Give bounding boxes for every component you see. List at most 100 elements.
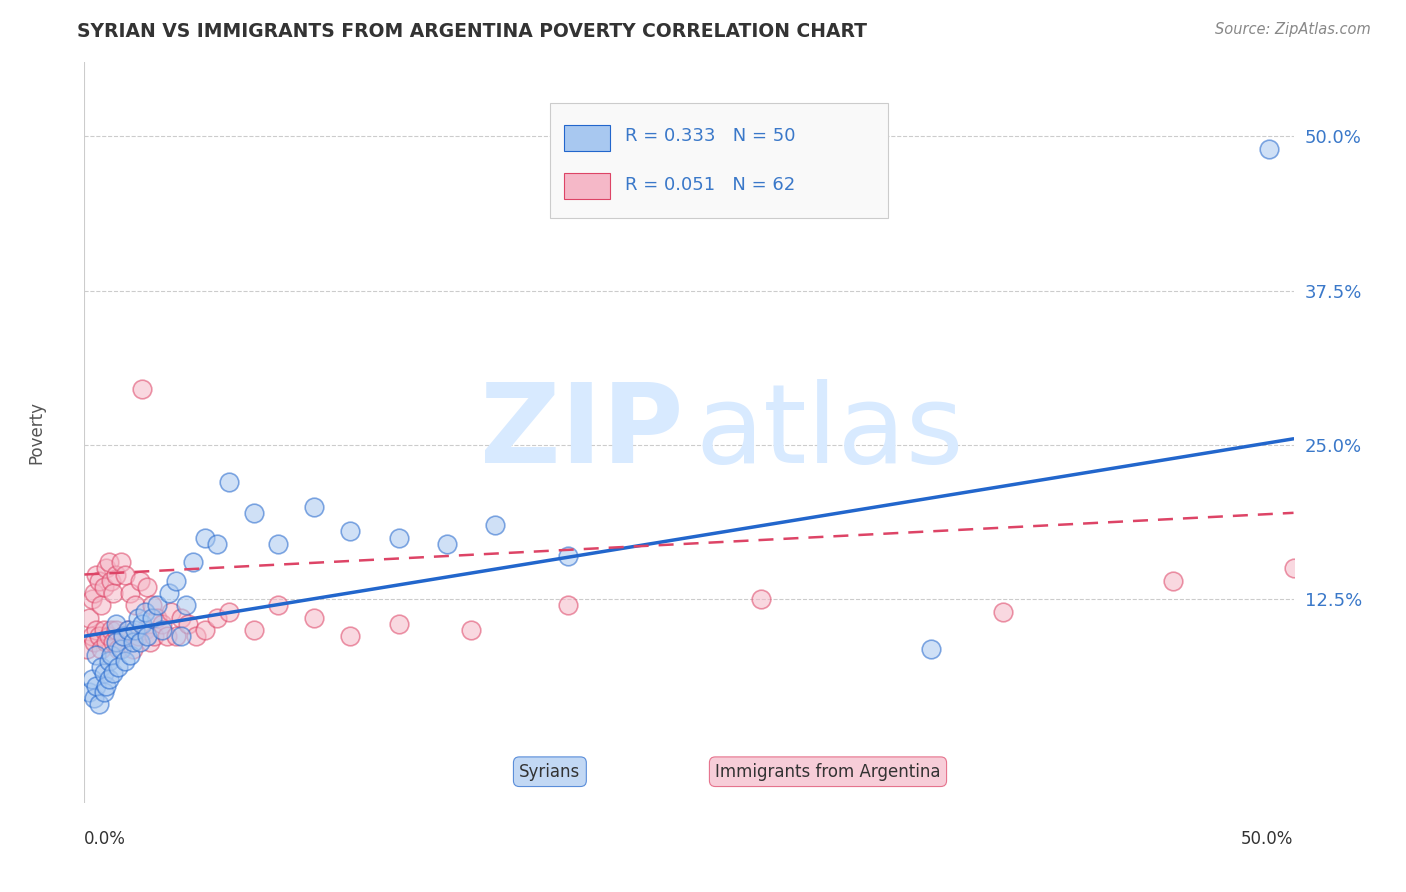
- Point: [86, 623, 108, 637]
- Point: [207, 536, 229, 550]
- Point: [170, 611, 193, 625]
- Point: [751, 592, 773, 607]
- Point: [94, 635, 117, 649]
- Point: [157, 586, 180, 600]
- Point: [134, 605, 156, 619]
- Point: [112, 629, 135, 643]
- Point: [136, 580, 159, 594]
- Point: [302, 611, 325, 625]
- Point: [174, 599, 197, 613]
- Text: 50.0%: 50.0%: [1241, 830, 1294, 848]
- Text: Source: ZipAtlas.com: Source: ZipAtlas.com: [1215, 22, 1371, 37]
- Point: [100, 648, 122, 662]
- Point: [920, 641, 942, 656]
- Point: [76, 641, 98, 656]
- Point: [146, 599, 169, 613]
- Text: R = 0.051   N = 62: R = 0.051 N = 62: [624, 176, 796, 194]
- Point: [124, 623, 146, 637]
- Point: [83, 635, 105, 649]
- Point: [94, 679, 117, 693]
- Point: [207, 611, 229, 625]
- Point: [117, 623, 139, 637]
- Point: [87, 629, 110, 643]
- Point: [131, 616, 153, 631]
- Point: [134, 623, 156, 637]
- Point: [146, 611, 169, 625]
- Point: [218, 605, 240, 619]
- Point: [155, 629, 177, 643]
- Point: [80, 629, 103, 643]
- FancyBboxPatch shape: [564, 173, 610, 199]
- Point: [100, 623, 122, 637]
- Point: [87, 697, 110, 711]
- Point: [86, 679, 108, 693]
- Point: [124, 599, 146, 613]
- Point: [121, 641, 143, 656]
- Text: Syrians: Syrians: [519, 763, 581, 780]
- Text: Immigrants from Argentina: Immigrants from Argentina: [716, 763, 941, 780]
- Point: [165, 629, 187, 643]
- Point: [87, 574, 110, 588]
- FancyBboxPatch shape: [564, 125, 610, 151]
- Point: [104, 635, 127, 649]
- Point: [127, 629, 149, 643]
- Point: [170, 629, 193, 643]
- Text: R = 0.333   N = 50: R = 0.333 N = 50: [624, 128, 796, 145]
- Point: [218, 475, 240, 489]
- Point: [110, 555, 132, 569]
- Text: Poverty: Poverty: [27, 401, 45, 464]
- Point: [557, 549, 579, 563]
- Point: [150, 616, 173, 631]
- Point: [388, 531, 411, 545]
- Point: [267, 536, 290, 550]
- Point: [302, 500, 325, 514]
- Point: [80, 673, 103, 687]
- Point: [90, 660, 112, 674]
- Point: [104, 616, 127, 631]
- Point: [103, 666, 125, 681]
- Point: [184, 629, 207, 643]
- Point: [97, 629, 120, 643]
- Point: [136, 629, 159, 643]
- Point: [165, 574, 187, 588]
- Point: [460, 623, 482, 637]
- Point: [484, 518, 506, 533]
- Text: SYRIAN VS IMMIGRANTS FROM ARGENTINA POVERTY CORRELATION CHART: SYRIAN VS IMMIGRANTS FROM ARGENTINA POVE…: [77, 22, 868, 41]
- Point: [194, 531, 217, 545]
- Point: [83, 586, 105, 600]
- Point: [77, 685, 100, 699]
- Point: [93, 685, 115, 699]
- Point: [1282, 561, 1305, 575]
- Point: [131, 383, 153, 397]
- Point: [129, 635, 152, 649]
- Point: [97, 654, 120, 668]
- Point: [138, 635, 160, 649]
- Point: [100, 574, 122, 588]
- Point: [993, 605, 1015, 619]
- Point: [83, 690, 105, 705]
- Point: [90, 641, 112, 656]
- Point: [242, 623, 264, 637]
- Point: [129, 574, 152, 588]
- Point: [388, 616, 411, 631]
- Point: [86, 567, 108, 582]
- Point: [97, 673, 120, 687]
- Point: [339, 629, 361, 643]
- Point: [107, 641, 129, 656]
- Point: [103, 635, 125, 649]
- Point: [97, 555, 120, 569]
- Point: [86, 648, 108, 662]
- Point: [177, 616, 200, 631]
- Point: [93, 580, 115, 594]
- Point: [90, 599, 112, 613]
- Text: ZIP: ZIP: [479, 379, 683, 486]
- Point: [141, 611, 163, 625]
- Point: [1258, 142, 1281, 156]
- Point: [104, 567, 127, 582]
- Point: [121, 635, 143, 649]
- Point: [339, 524, 361, 539]
- FancyBboxPatch shape: [550, 103, 889, 218]
- Point: [103, 586, 125, 600]
- Point: [127, 611, 149, 625]
- Point: [194, 623, 217, 637]
